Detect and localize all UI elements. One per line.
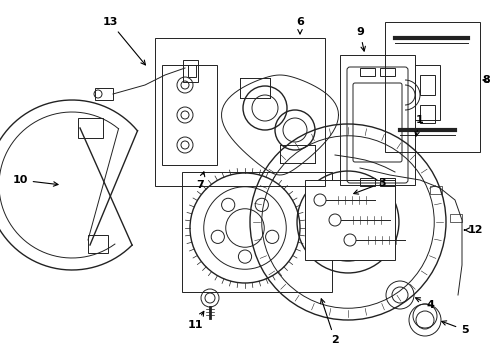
Text: 3: 3 bbox=[354, 178, 386, 194]
Bar bbox=[95, 88, 113, 100]
Bar bbox=[183, 60, 198, 82]
Bar bbox=[182, 172, 332, 292]
Bar bbox=[188, 65, 196, 77]
Text: 10: 10 bbox=[12, 175, 58, 186]
Text: 8: 8 bbox=[482, 75, 490, 85]
Bar bbox=[420, 75, 435, 95]
Text: 2: 2 bbox=[320, 299, 339, 345]
Bar bbox=[88, 235, 108, 253]
Bar bbox=[305, 180, 395, 260]
Bar bbox=[78, 118, 103, 138]
Text: 6: 6 bbox=[296, 17, 304, 34]
Bar bbox=[155, 38, 325, 186]
Bar bbox=[360, 178, 375, 186]
Text: 9: 9 bbox=[356, 27, 366, 51]
Bar bbox=[340, 55, 415, 185]
Bar bbox=[380, 68, 395, 76]
Text: 1: 1 bbox=[415, 115, 424, 136]
Bar bbox=[430, 186, 442, 194]
Bar bbox=[385, 22, 480, 152]
Bar bbox=[360, 68, 375, 76]
Bar bbox=[380, 178, 395, 186]
Bar bbox=[420, 105, 435, 123]
Text: 11: 11 bbox=[187, 311, 204, 330]
Text: 12: 12 bbox=[465, 225, 483, 235]
Text: 13: 13 bbox=[102, 17, 146, 65]
Text: 7: 7 bbox=[196, 172, 205, 190]
Bar bbox=[162, 65, 217, 165]
Bar bbox=[415, 65, 440, 120]
Bar bbox=[450, 214, 462, 222]
Text: 4: 4 bbox=[416, 298, 434, 310]
Text: 5: 5 bbox=[442, 321, 469, 335]
